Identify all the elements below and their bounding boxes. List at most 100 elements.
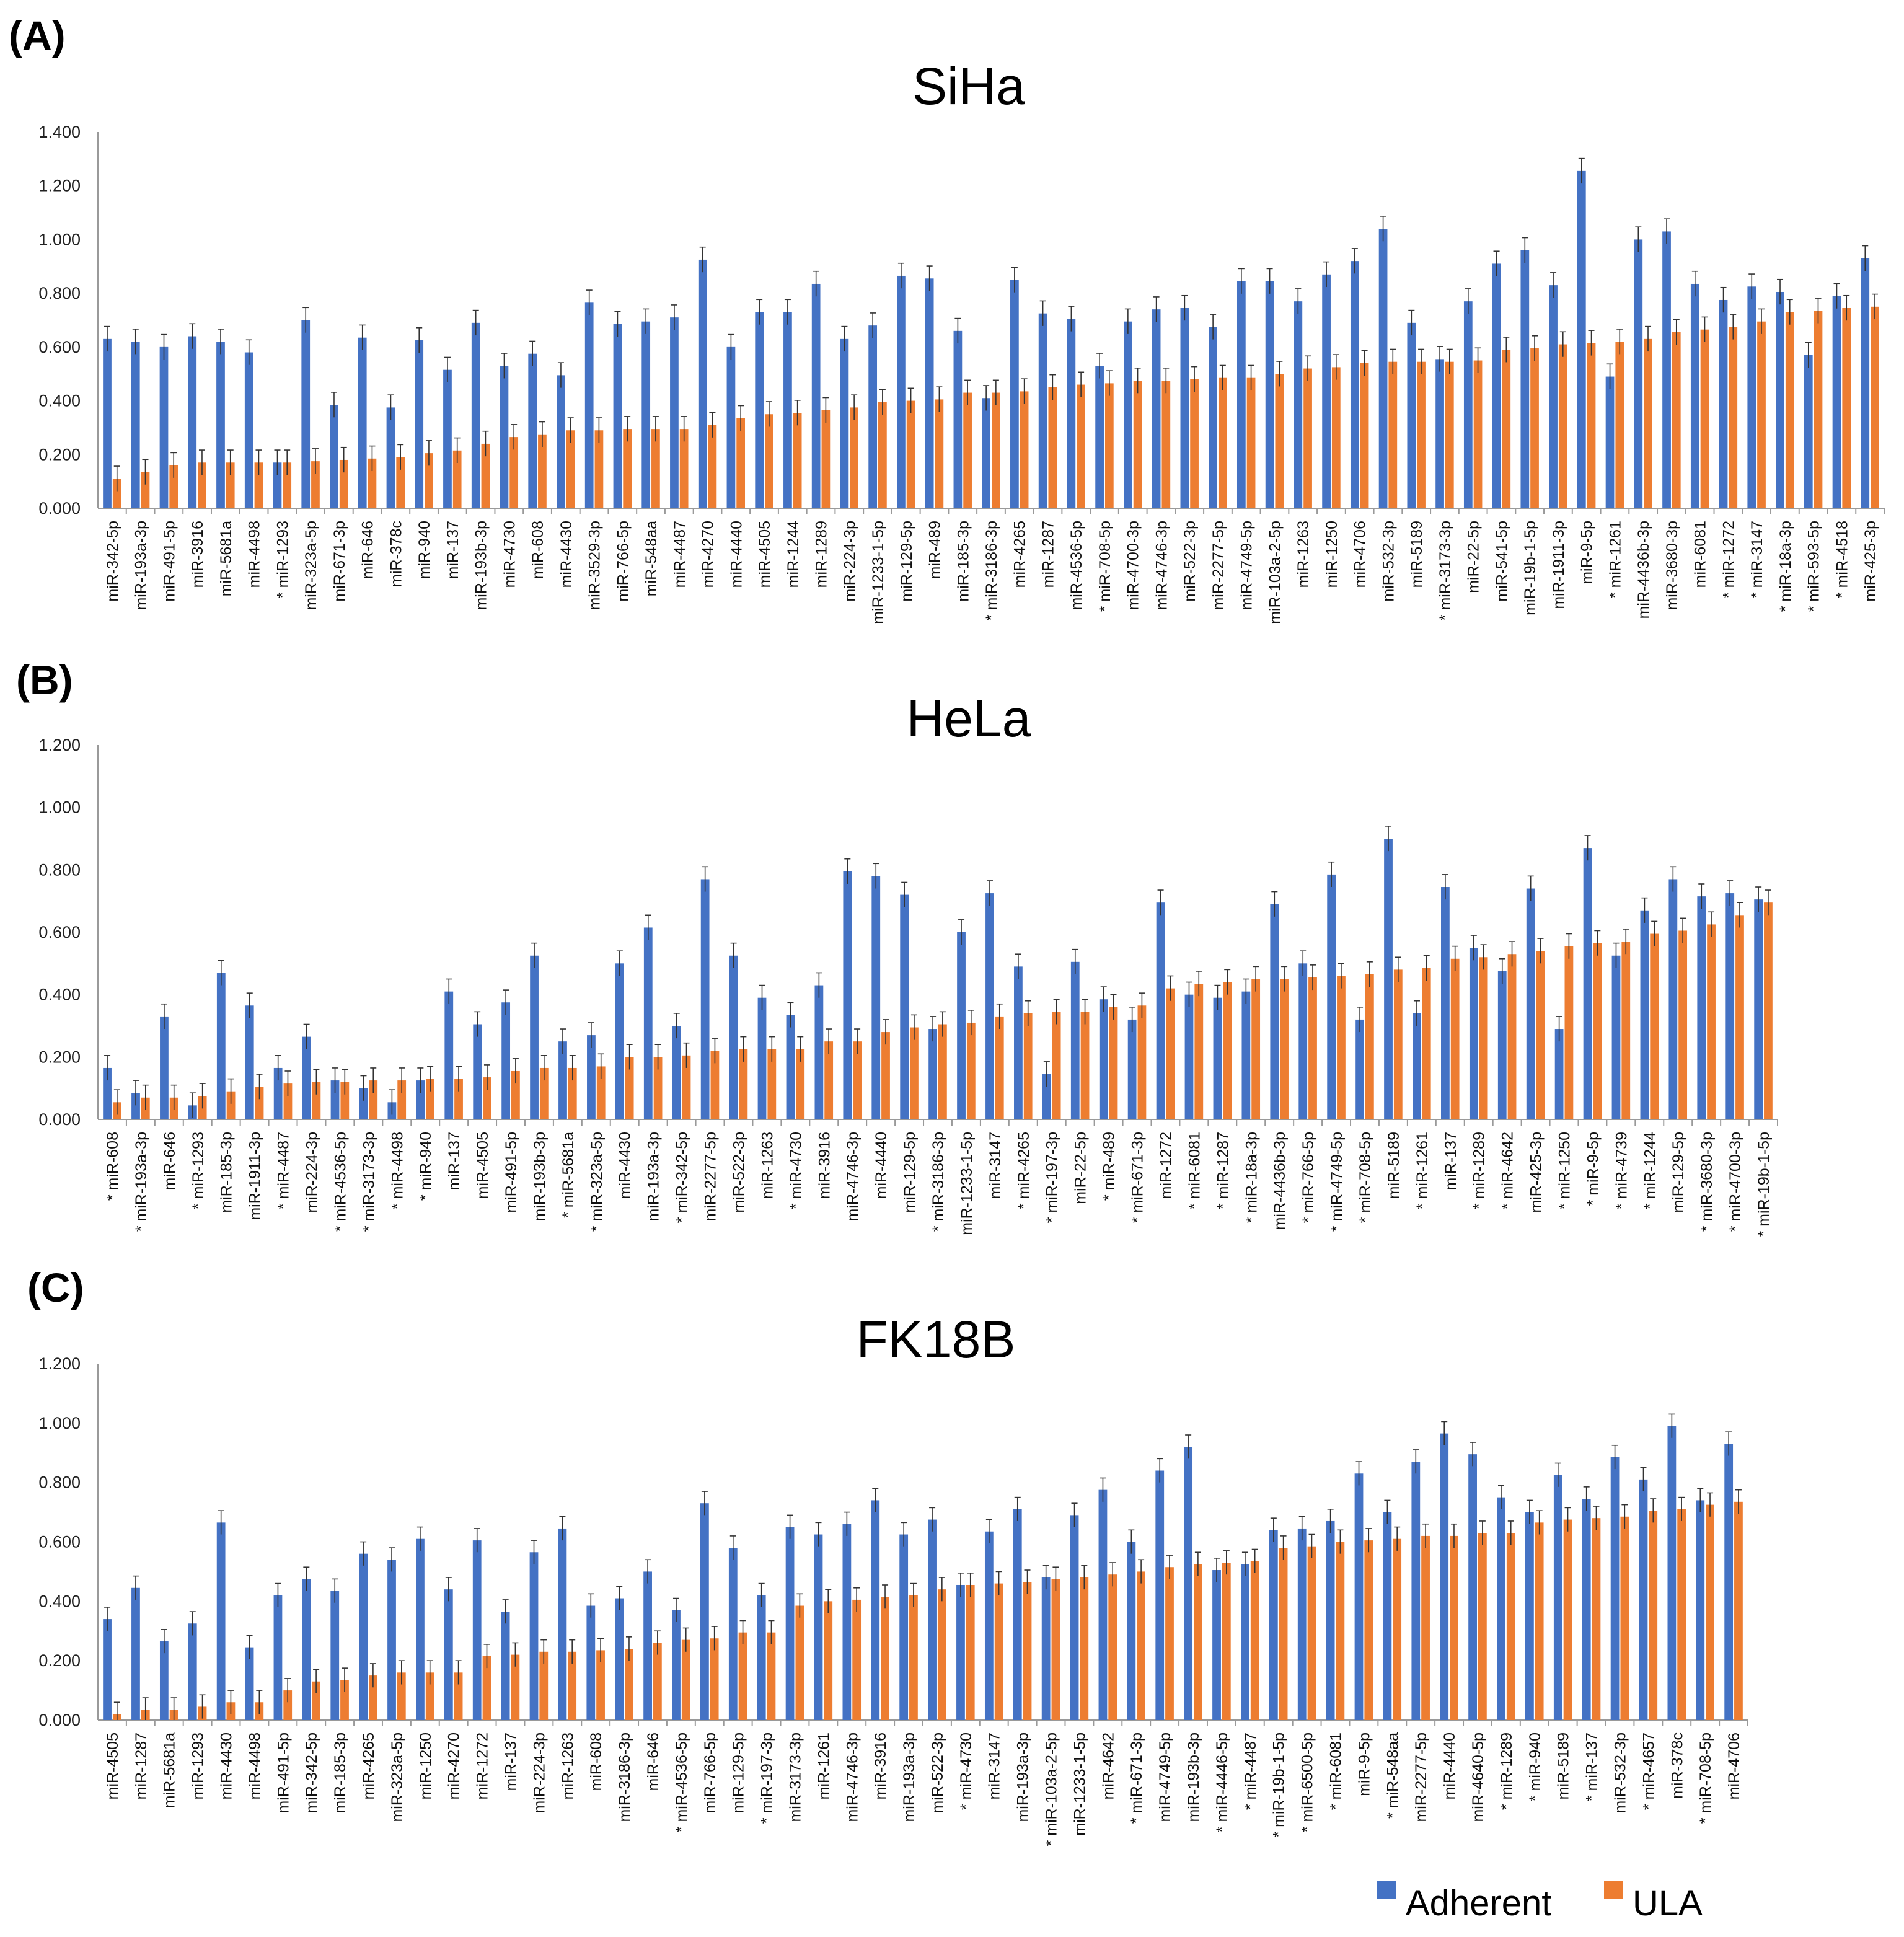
bar-ula-mir-224-3p	[312, 1082, 321, 1119]
bar-adherent-mir-4436b-3p	[1634, 239, 1643, 508]
x-tick-label-star-mir-3147: * miR-3147	[1748, 521, 1766, 598]
bar-adherent-star-mir-548aa	[1383, 1512, 1392, 1720]
bar-adherent-mir-1272	[1156, 902, 1165, 1119]
bar-ula-mir-1250	[1331, 367, 1341, 508]
bar-adherent-mir-1250	[1322, 274, 1331, 508]
bar-ula-mir-22-5p	[1473, 360, 1483, 508]
y-tick-label: 0.600	[38, 1533, 81, 1551]
x-tick-label-mir-4642: miR-4642	[1100, 1732, 1117, 1799]
bar-ula-mir-1244	[793, 413, 802, 508]
bar-ula-star-mir-4642	[1507, 954, 1517, 1119]
x-tick-label-mir-522-3p: miR-522-3p	[1181, 521, 1199, 602]
bar-adherent-star-mir-708-5p	[1696, 1500, 1705, 1720]
bar-ula-mir-3147	[994, 1583, 1003, 1720]
bar-adherent-mir-541-5p	[1492, 263, 1501, 508]
bar-adherent-star-mir-671-3p	[1127, 1019, 1137, 1119]
x-tick-label-mir-224-3p: miR-224-3p	[531, 1732, 548, 1814]
x-tick-label-star-mir-1244: * miR-1244	[1641, 1132, 1659, 1209]
bar-ula-mir-4505	[483, 1077, 491, 1119]
x-tick-label-mir-3147: miR-3147	[986, 1732, 1003, 1799]
bar-adherent-mir-4430	[557, 375, 565, 508]
bar-adherent-mir-129-5p	[900, 894, 909, 1119]
bar-adherent-mir-224-3p	[529, 1552, 539, 1720]
x-tick-label-mir-3173-3p: miR-3173-3p	[787, 1732, 804, 1822]
bar-adherent-mir-491-5p	[501, 1002, 511, 1119]
x-tick-label-mir-224-3p: miR-224-3p	[841, 521, 858, 602]
bar-ula-star-mir-940	[1535, 1522, 1544, 1720]
x-tick-label-mir-4505: miR-4505	[474, 1132, 491, 1199]
bar-adherent-mir-1263	[1294, 301, 1303, 508]
x-tick-label-star-mir-3680-3p: * miR-3680-3p	[1698, 1132, 1716, 1232]
bar-ula-mir-3173-3p	[795, 1605, 804, 1720]
bar-adherent-mir-4498	[244, 352, 253, 508]
bar-adherent-star-mir-19b-1-5p	[1269, 1530, 1278, 1720]
x-tick-label-mir-129-5p: miR-129-5p	[1670, 1132, 1687, 1213]
bar-ula-mir-4706	[1360, 363, 1369, 508]
x-tick-label-star-mir-708-5p: * miR-708-5p	[1096, 521, 1114, 612]
bar-adherent-mir-1233-1-5p	[957, 932, 966, 1119]
bar-ula-mir-4430	[566, 430, 575, 508]
bar-ula-mir-224-3p	[539, 1651, 549, 1720]
bar-adherent-mir-5189	[1553, 1475, 1562, 1720]
bar-ula-mir-491-5p	[283, 1690, 293, 1720]
bar-ula-star-mir-1287	[1223, 982, 1232, 1119]
bar-ula-mir-137	[454, 1079, 463, 1119]
x-tick-label-mir-1293: miR-1293	[190, 1732, 207, 1799]
bar-ula-star-mir-4536-5p	[681, 1639, 690, 1720]
x-tick-label-mir-2277-5p: miR-2277-5p	[702, 1132, 720, 1222]
bar-ula-mir-646	[368, 458, 377, 508]
bar-ula-mir-5189	[1393, 969, 1403, 1119]
bar-ula-star-mir-4446-5p	[1222, 1563, 1231, 1720]
x-tick-label-mir-5681a: miR-5681a	[218, 521, 235, 596]
x-tick-label-mir-1233-1-5p: miR-1233-1-5p	[870, 521, 887, 624]
x-tick-label-mir-1272: miR-1272	[1157, 1132, 1175, 1199]
x-tick-label-mir-1263: miR-1263	[1295, 521, 1312, 588]
bar-ula-star-mir-708-5p	[1365, 974, 1374, 1119]
bar-adherent-mir-4440	[726, 346, 736, 508]
bar-adherent-mir-4640-5p	[1468, 1454, 1477, 1720]
x-tick-label-star-mir-1293: * miR-1293	[190, 1132, 207, 1209]
x-tick-label-mir-185-3p: miR-185-3p	[954, 521, 972, 602]
bar-ula-mir-1263	[1303, 368, 1312, 508]
bar-adherent-mir-4749-5p	[1155, 1470, 1165, 1720]
bar-adherent-mir-522-3p	[729, 955, 738, 1119]
x-tick-label-mir-4270: miR-4270	[700, 521, 717, 588]
x-tick-label-mir-1233-1-5p: miR-1233-1-5p	[958, 1132, 976, 1235]
bar-adherent-star-mir-3173-3p	[359, 1088, 368, 1119]
bar-ula-mir-3680-3p	[1672, 332, 1681, 508]
bar-ula-star-mir-4730	[796, 1049, 805, 1119]
x-tick-label-star-mir-4446-5p: * miR-4446-5p	[1214, 1732, 1231, 1832]
bar-ula-mir-2277-5p	[710, 1051, 720, 1119]
bar-ula-mir-3916	[198, 462, 206, 508]
bar-adherent-mir-1250	[416, 1538, 425, 1720]
bar-ula-mir-378c	[1677, 1509, 1686, 1720]
x-tick-label-star-mir-593-5p: * miR-593-5p	[1805, 521, 1823, 612]
bar-adherent-mir-224-3p	[302, 1036, 311, 1119]
bar-adherent-mir-22-5p	[1463, 301, 1473, 508]
bar-ula-mir-1272	[1166, 988, 1175, 1119]
bar-ula-mir-4487	[679, 429, 689, 508]
x-tick-label-star-mir-3186-3p: * miR-3186-3p	[930, 1132, 947, 1232]
x-tick-label-mir-193b-3p: miR-193b-3p	[1185, 1732, 1202, 1822]
y-tick-label: 0.000	[38, 1711, 81, 1729]
bar-adherent-star-mir-4657	[1639, 1479, 1648, 1720]
bar-ula-star-mir-3186-3p	[992, 392, 1000, 508]
x-tick-label-mir-4706: miR-4706	[1352, 521, 1369, 588]
x-tick-label-mir-532-3p: miR-532-3p	[1611, 1732, 1629, 1814]
x-tick-label-star-mir-4487: * miR-4487	[1242, 1732, 1259, 1810]
y-tick-label: 0.200	[38, 1651, 81, 1670]
bar-ula-mir-193a-3p	[1023, 1582, 1032, 1720]
bar-adherent-mir-1287	[1038, 313, 1047, 508]
bar-adherent-star-mir-197-3p	[757, 1595, 766, 1720]
x-tick-label-star-mir-1261: * miR-1261	[1414, 1132, 1431, 1209]
x-tick-label-mir-532-3p: miR-532-3p	[1380, 521, 1397, 602]
y-tick-label: 1.000	[38, 1414, 81, 1432]
x-tick-label-mir-193a-3p: miR-193a-3p	[133, 521, 150, 611]
bar-ula-star-mir-6500-5p	[1307, 1546, 1316, 1720]
bar-adherent-mir-185-3p	[216, 973, 226, 1119]
chart-title-hela: HeLa	[907, 689, 1031, 748]
bar-ula-star-mir-3173-3p	[369, 1080, 378, 1119]
x-tick-label-mir-3916: miR-3916	[816, 1132, 833, 1199]
x-tick-label-star-mir-708-5p: * miR-708-5p	[1357, 1132, 1374, 1223]
bar-adherent-mir-2277-5p	[700, 879, 710, 1119]
